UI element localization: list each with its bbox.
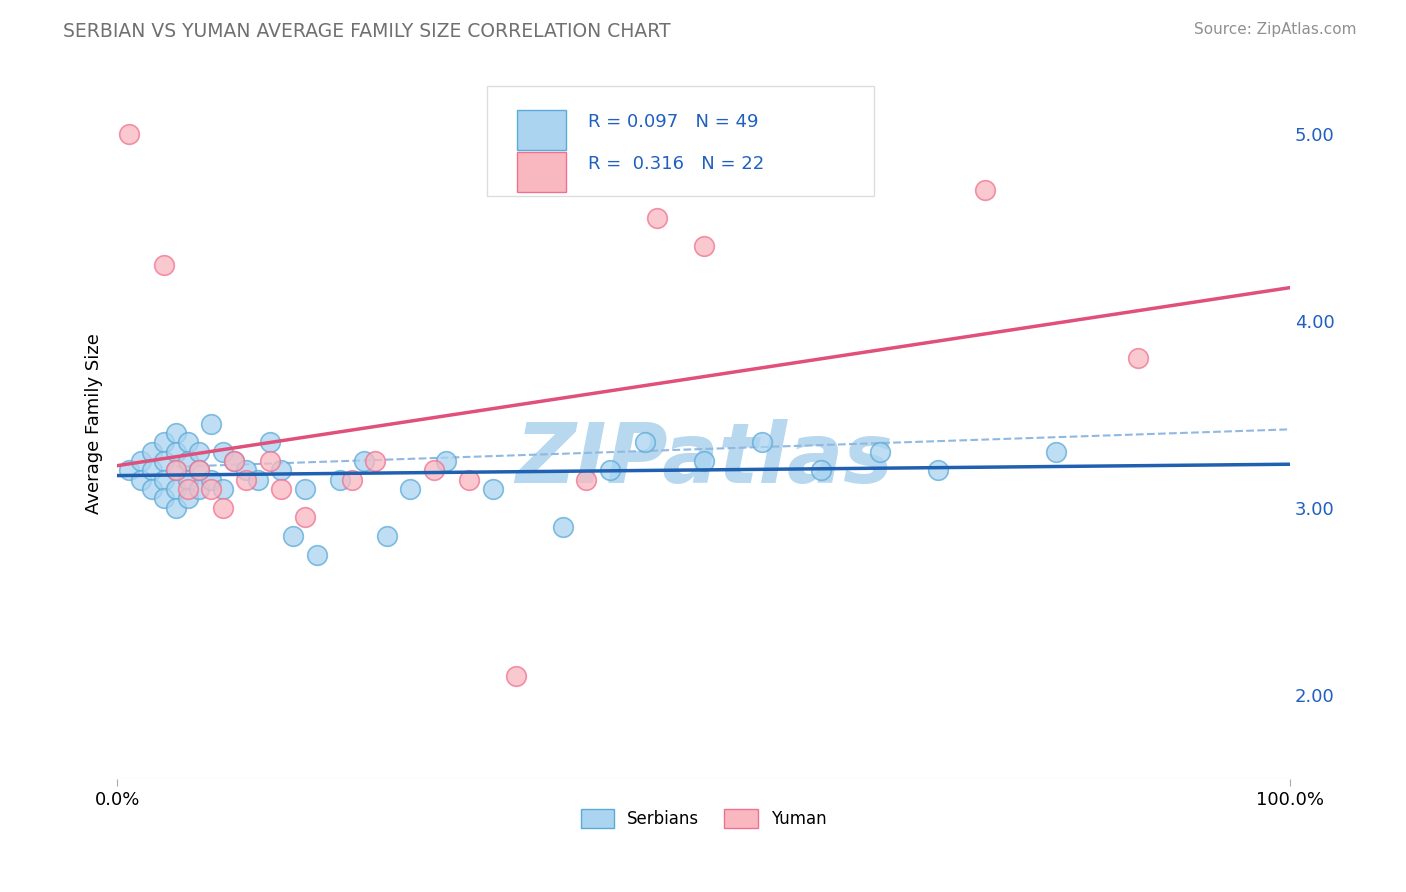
- Point: [305, 548, 328, 562]
- Point: [927, 463, 949, 477]
- Point: [129, 454, 152, 468]
- Point: [375, 529, 398, 543]
- Text: R =  0.316   N = 22: R = 0.316 N = 22: [588, 155, 763, 173]
- Point: [176, 435, 198, 450]
- Point: [458, 473, 481, 487]
- Point: [692, 454, 714, 468]
- Text: SERBIAN VS YUMAN AVERAGE FAMILY SIZE CORRELATION CHART: SERBIAN VS YUMAN AVERAGE FAMILY SIZE COR…: [63, 22, 671, 41]
- Point: [165, 426, 187, 441]
- Point: [188, 444, 211, 458]
- FancyBboxPatch shape: [517, 153, 567, 192]
- FancyBboxPatch shape: [486, 87, 873, 196]
- Point: [211, 482, 233, 496]
- Point: [1045, 444, 1067, 458]
- Point: [399, 482, 422, 496]
- Point: [294, 510, 316, 524]
- Point: [224, 454, 246, 468]
- Point: [599, 463, 621, 477]
- Point: [235, 463, 257, 477]
- Y-axis label: Average Family Size: Average Family Size: [86, 334, 103, 514]
- Point: [634, 435, 657, 450]
- Point: [129, 473, 152, 487]
- Point: [329, 473, 352, 487]
- Point: [211, 444, 233, 458]
- Point: [810, 463, 832, 477]
- Point: [176, 482, 198, 496]
- Point: [481, 482, 503, 496]
- Point: [235, 473, 257, 487]
- Point: [200, 417, 222, 431]
- Point: [551, 519, 574, 533]
- Point: [141, 482, 163, 496]
- Point: [974, 183, 997, 197]
- Point: [165, 482, 187, 496]
- Point: [118, 127, 141, 141]
- Point: [575, 473, 598, 487]
- Point: [645, 211, 668, 225]
- Point: [692, 239, 714, 253]
- Point: [141, 463, 163, 477]
- Point: [1126, 351, 1149, 366]
- Point: [176, 473, 198, 487]
- Point: [246, 473, 269, 487]
- Point: [505, 669, 527, 683]
- Point: [270, 482, 292, 496]
- Point: [224, 454, 246, 468]
- Text: R = 0.097   N = 49: R = 0.097 N = 49: [588, 112, 758, 130]
- Point: [270, 463, 292, 477]
- Point: [211, 500, 233, 515]
- Point: [188, 463, 211, 477]
- Point: [751, 435, 773, 450]
- Point: [176, 454, 198, 468]
- Point: [259, 435, 281, 450]
- Point: [281, 529, 304, 543]
- Point: [165, 444, 187, 458]
- Point: [259, 454, 281, 468]
- Point: [353, 454, 375, 468]
- Point: [176, 491, 198, 506]
- Point: [200, 473, 222, 487]
- Point: [153, 258, 176, 272]
- Point: [141, 444, 163, 458]
- Point: [118, 463, 141, 477]
- Point: [153, 473, 176, 487]
- Point: [869, 444, 891, 458]
- Text: Source: ZipAtlas.com: Source: ZipAtlas.com: [1194, 22, 1357, 37]
- Legend: Serbians, Yuman: Serbians, Yuman: [574, 802, 834, 835]
- Point: [423, 463, 446, 477]
- Text: ZIPatlas: ZIPatlas: [515, 418, 893, 500]
- Point: [188, 482, 211, 496]
- Point: [188, 463, 211, 477]
- Point: [153, 491, 176, 506]
- Point: [340, 473, 363, 487]
- Point: [364, 454, 387, 468]
- Point: [153, 454, 176, 468]
- FancyBboxPatch shape: [517, 110, 567, 150]
- Point: [294, 482, 316, 496]
- Point: [434, 454, 457, 468]
- Point: [165, 463, 187, 477]
- Point: [165, 463, 187, 477]
- Point: [200, 482, 222, 496]
- Point: [153, 435, 176, 450]
- Point: [165, 500, 187, 515]
